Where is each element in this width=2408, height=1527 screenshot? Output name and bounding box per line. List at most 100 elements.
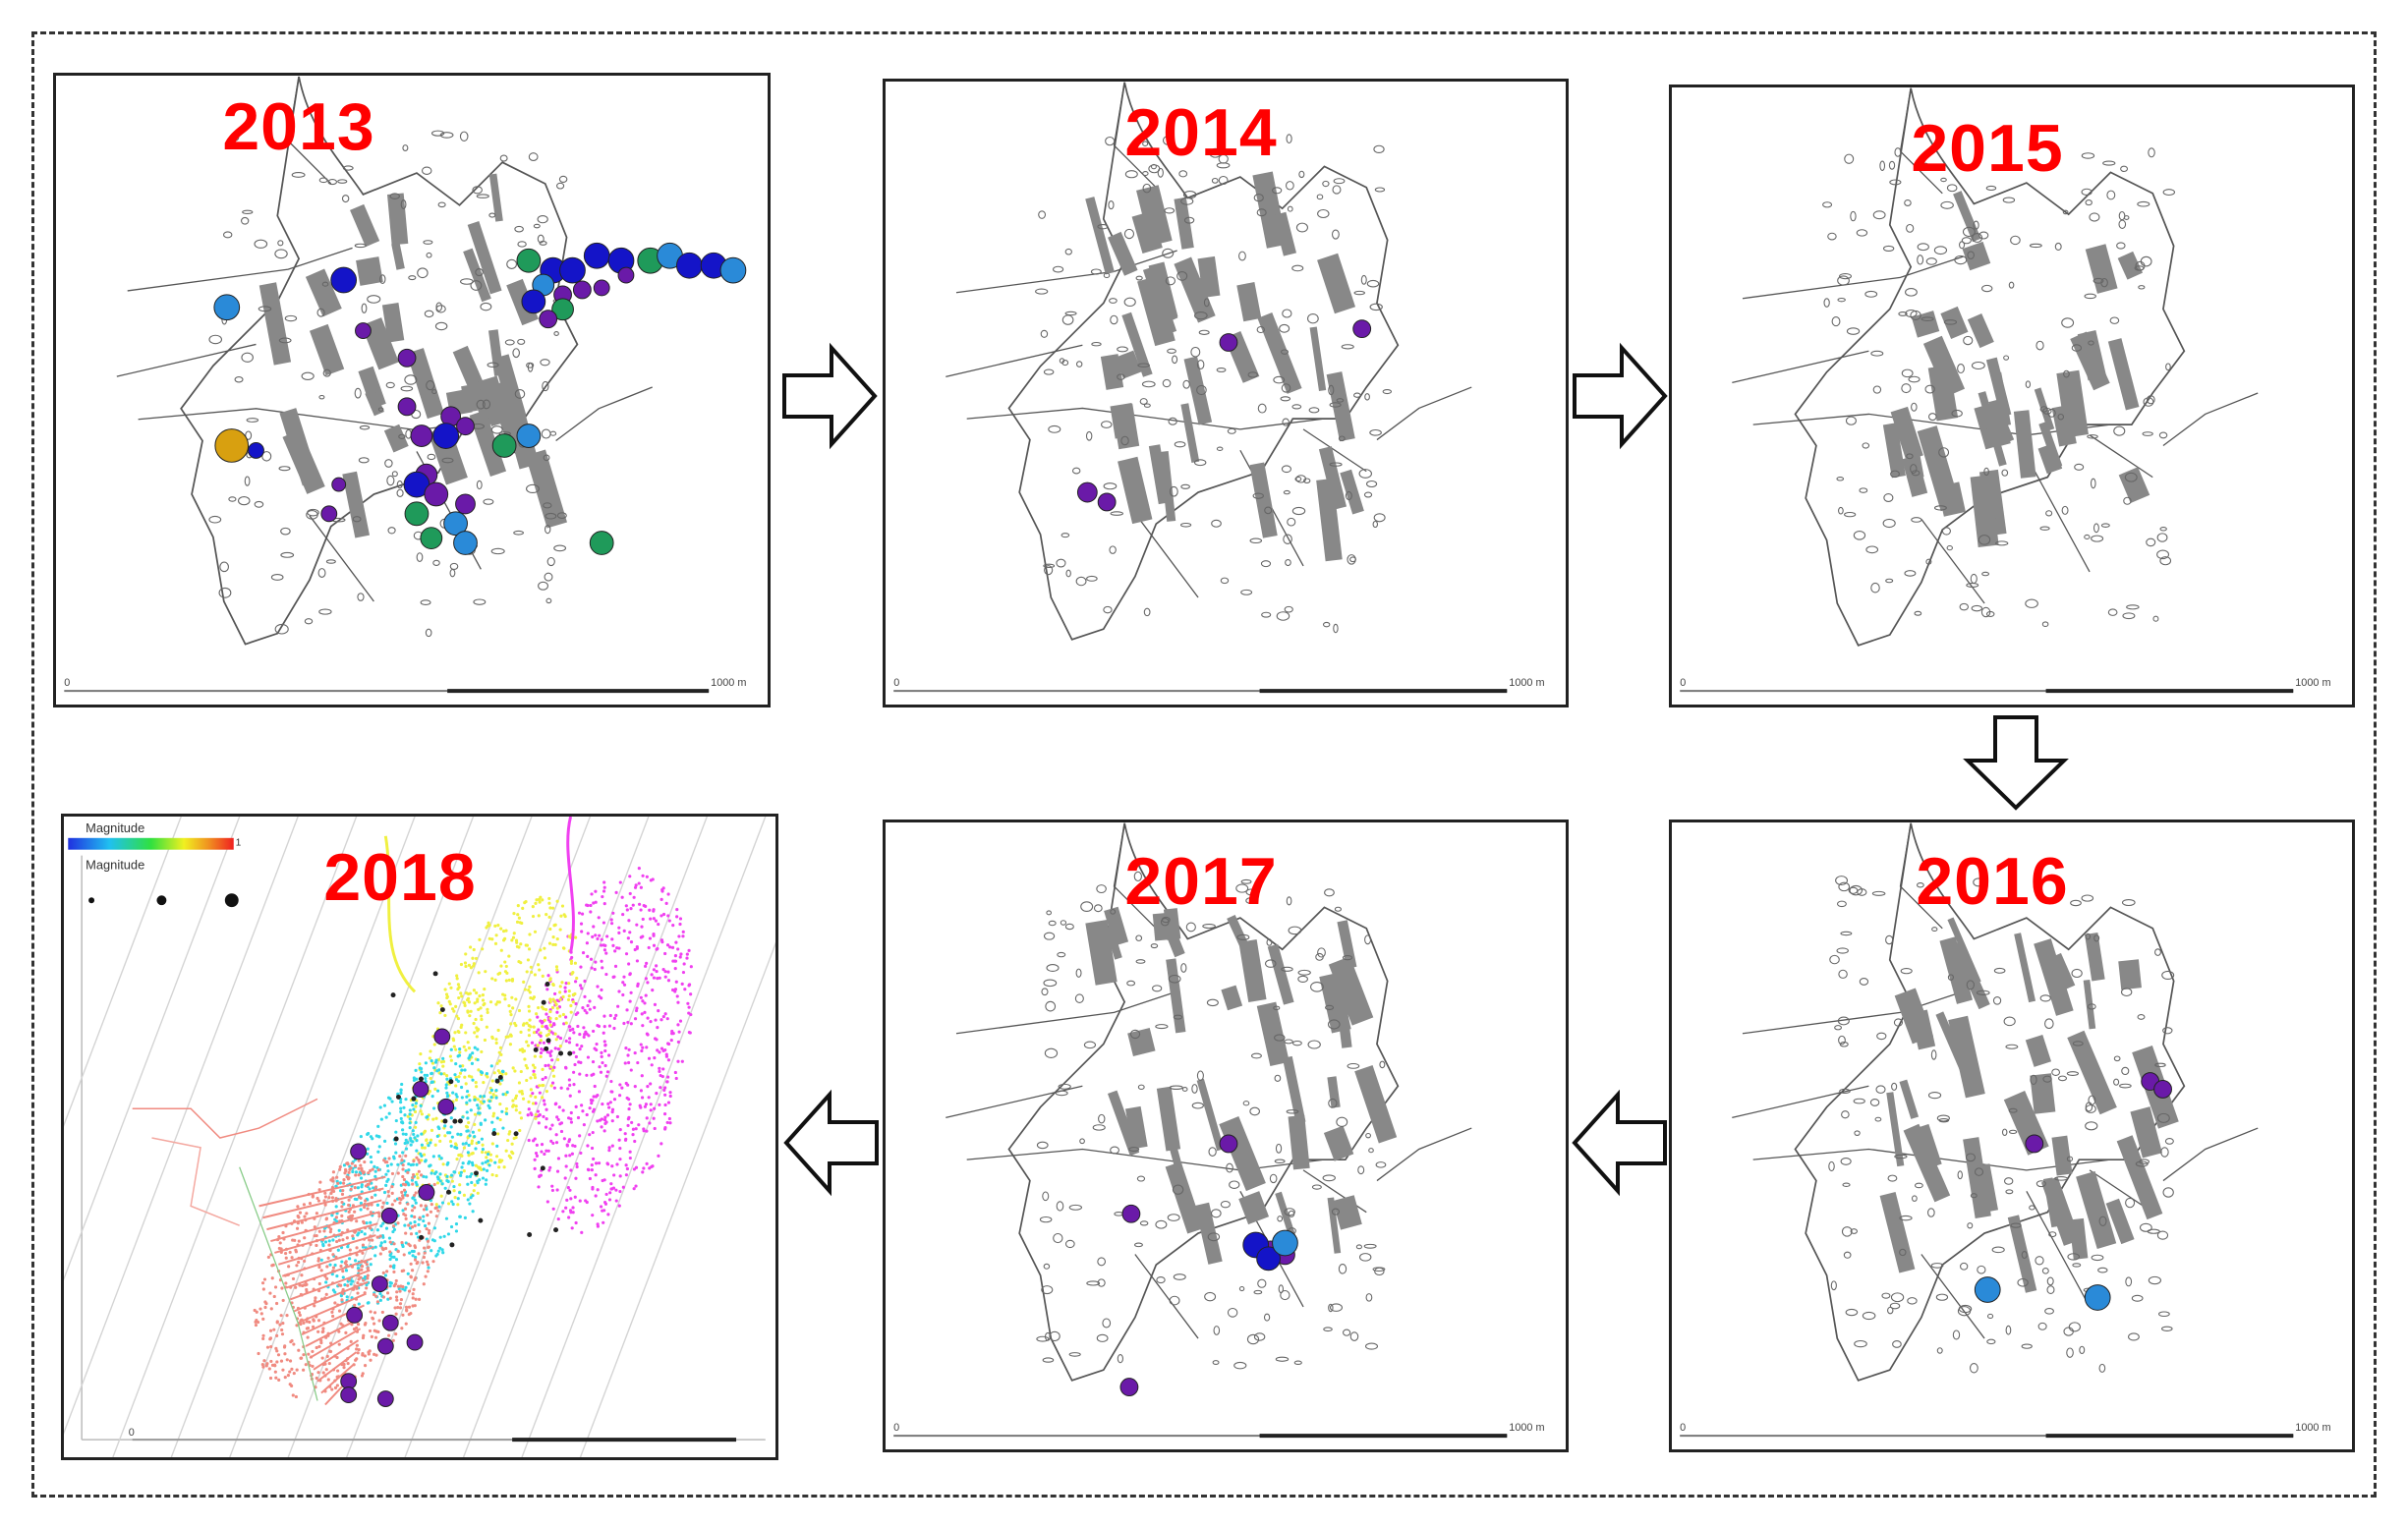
zone-magenta-point — [633, 1051, 637, 1055]
zone-pink-point — [392, 1284, 396, 1288]
zone-pink-point — [323, 1203, 327, 1207]
access-drift — [555, 386, 653, 442]
pillar — [1372, 1267, 1386, 1272]
zone-pink-point — [378, 1252, 382, 1256]
legend-size-medium — [156, 895, 167, 906]
zone-magenta-point — [579, 965, 583, 969]
station-point — [497, 1074, 503, 1080]
pillar — [1854, 1339, 1867, 1348]
pillar — [387, 527, 396, 535]
zone-cyan-point — [466, 1198, 470, 1202]
working-hatch — [281, 1246, 374, 1277]
pillar — [528, 152, 539, 162]
pillar — [400, 385, 414, 392]
pillar — [1957, 1170, 1963, 1180]
zone-yellow-point — [443, 988, 447, 991]
pillar — [1927, 413, 1937, 422]
zone-yellow-point — [508, 1009, 512, 1013]
year-label-2015: 2015 — [1911, 111, 2064, 186]
zone-magenta-point — [599, 1070, 603, 1074]
zone-magenta-point — [582, 1026, 586, 1030]
zone-cyan-point — [420, 1070, 424, 1074]
zone-cyan-point — [467, 1159, 472, 1163]
working-hatch — [262, 1187, 384, 1219]
zone-pink-point — [322, 1199, 326, 1203]
zone-magenta-point — [570, 1226, 574, 1230]
zone-pink-point — [423, 1251, 427, 1255]
zone-yellow-point — [532, 1073, 536, 1077]
zone-pink-point — [404, 1214, 408, 1217]
pillar — [358, 457, 370, 464]
pillar — [244, 476, 251, 486]
zone-pink-point — [421, 1261, 425, 1265]
zone-cyan-point — [375, 1228, 379, 1232]
pillar — [1036, 1141, 1049, 1150]
zone-magenta-point — [584, 1199, 588, 1203]
zone-pink-point — [372, 1292, 376, 1297]
station-point — [442, 1118, 448, 1124]
zone-pink-point — [366, 1273, 370, 1277]
zone-magenta-point — [550, 1123, 554, 1127]
zone-pink-point — [355, 1253, 359, 1257]
zone-magenta-point — [590, 1163, 594, 1167]
pillar — [432, 559, 440, 566]
zone-cyan-point — [427, 1266, 430, 1270]
pillar — [1105, 136, 1116, 146]
pillar — [1196, 1070, 1204, 1081]
zone-pink-point — [417, 1169, 421, 1173]
zone-magenta-point — [549, 1049, 553, 1053]
zone-yellow-point — [482, 1081, 486, 1085]
pillar — [490, 547, 505, 555]
zone-magenta-point — [666, 1075, 670, 1079]
zone-magenta-point — [546, 974, 550, 978]
zone-pink-point — [267, 1367, 271, 1371]
zone-pink-point — [409, 1232, 414, 1236]
pillar — [1931, 927, 1938, 932]
pillar — [2118, 219, 2127, 229]
zone-yellow-point — [543, 946, 546, 950]
pillar — [1160, 918, 1170, 927]
stope — [2030, 1073, 2056, 1114]
zone-yellow-point — [475, 1085, 479, 1089]
zone-yellow-point — [416, 1176, 420, 1180]
pillar — [2081, 894, 2094, 902]
zone-yellow-point — [477, 1165, 481, 1169]
pillar — [488, 212, 496, 218]
zone-magenta-point — [632, 1167, 636, 1171]
pillar — [1044, 1047, 1059, 1058]
zone-yellow-point — [466, 991, 471, 996]
zone-pink-point — [348, 1167, 352, 1171]
pillar — [1978, 231, 1989, 240]
panel-2014: 0 1000 m 2014 — [883, 79, 1569, 707]
stope — [381, 302, 405, 343]
pillar — [408, 275, 417, 281]
pillar — [1074, 993, 1084, 1003]
pillar — [2137, 200, 2150, 207]
pillar — [337, 179, 348, 184]
zone-magenta-point — [576, 1115, 581, 1120]
zone-magenta-point — [544, 1125, 548, 1129]
pillar — [543, 454, 550, 462]
zone-magenta-point — [649, 1020, 653, 1024]
zone-pink-point — [398, 1302, 403, 1306]
zone-pink-point — [331, 1253, 335, 1257]
zone-magenta-point — [626, 1053, 630, 1057]
station-point — [544, 1046, 549, 1051]
zone-pink-point — [347, 1203, 351, 1208]
zone-yellow-point — [525, 970, 529, 974]
zone-magenta-point — [559, 1086, 563, 1090]
stope — [1183, 356, 1213, 425]
station-point — [457, 1118, 463, 1124]
pillar — [1286, 1109, 1299, 1114]
zone-pink-point — [401, 1313, 405, 1317]
seismic-event — [593, 279, 610, 297]
zone-yellow-point — [541, 1067, 545, 1071]
pillar — [1110, 1146, 1119, 1155]
pillar — [1043, 1263, 1051, 1270]
pillar — [2120, 988, 2133, 997]
zone-pink-point — [260, 1281, 265, 1285]
pillar — [1202, 924, 1216, 930]
pillar — [2100, 523, 2110, 528]
zone-cyan-point — [408, 1112, 412, 1116]
zone-pink-point — [425, 1260, 430, 1264]
